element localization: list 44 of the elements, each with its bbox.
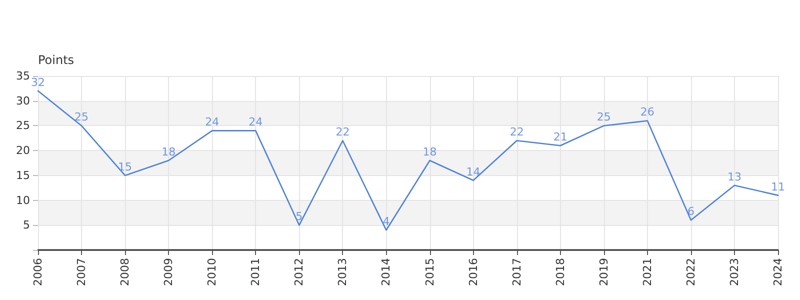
y-tick-label: 5 bbox=[23, 218, 30, 232]
x-tick-label: 2008 bbox=[118, 258, 132, 286]
data-label: 25 bbox=[74, 110, 89, 124]
x-tick-label: 2017 bbox=[510, 258, 524, 286]
x-tick-label: 2022 bbox=[684, 258, 698, 286]
x-tick-label: 2011 bbox=[249, 258, 262, 286]
x-tick-label: 2006 bbox=[32, 258, 44, 286]
data-label: 25 bbox=[596, 110, 611, 124]
y-tick-label: 10 bbox=[16, 194, 30, 207]
data-label: 6 bbox=[687, 205, 694, 218]
x-tick-label: 2024 bbox=[772, 258, 784, 286]
data-label: 5 bbox=[296, 210, 303, 224]
x-tick-label: 2010 bbox=[206, 258, 219, 286]
data-label: 18 bbox=[162, 146, 176, 159]
x-tick-label: 2016 bbox=[466, 258, 480, 286]
data-label: 15 bbox=[118, 160, 132, 174]
y-axis-title: Points bbox=[38, 53, 74, 67]
data-label: 26 bbox=[640, 106, 654, 119]
data-label: 21 bbox=[553, 130, 568, 144]
x-tick-label: 2012 bbox=[292, 258, 306, 286]
x-tick-label: 2015 bbox=[423, 258, 436, 286]
x-tick-label: 2009 bbox=[162, 258, 176, 286]
data-label: 11 bbox=[771, 180, 785, 194]
x-tick-label: 2018 bbox=[554, 258, 567, 286]
x-tick-label: 2014 bbox=[380, 258, 393, 286]
data-label: 4 bbox=[382, 215, 390, 228]
y-tick-label: 20 bbox=[16, 144, 30, 158]
x-tick-label: 2019 bbox=[597, 258, 610, 286]
data-label: 13 bbox=[727, 170, 742, 184]
data-label: 18 bbox=[422, 146, 437, 159]
x-tick-label: 2013 bbox=[336, 258, 350, 286]
x-tick-label: 2007 bbox=[75, 258, 88, 286]
data-label: 22 bbox=[336, 126, 350, 139]
data-label: 22 bbox=[510, 126, 524, 139]
data-label: 14 bbox=[466, 165, 480, 178]
y-tick-label: 15 bbox=[16, 168, 30, 182]
x-tick-label: 2021 bbox=[640, 258, 654, 286]
y-tick-label: 35 bbox=[16, 70, 30, 82]
data-label: 32 bbox=[31, 76, 45, 89]
x-tick-label: 2023 bbox=[728, 258, 741, 286]
y-tick-label: 25 bbox=[16, 119, 30, 132]
data-label: 24 bbox=[205, 116, 220, 129]
y-tick-label: 30 bbox=[16, 94, 30, 108]
data-label: 24 bbox=[248, 116, 263, 129]
